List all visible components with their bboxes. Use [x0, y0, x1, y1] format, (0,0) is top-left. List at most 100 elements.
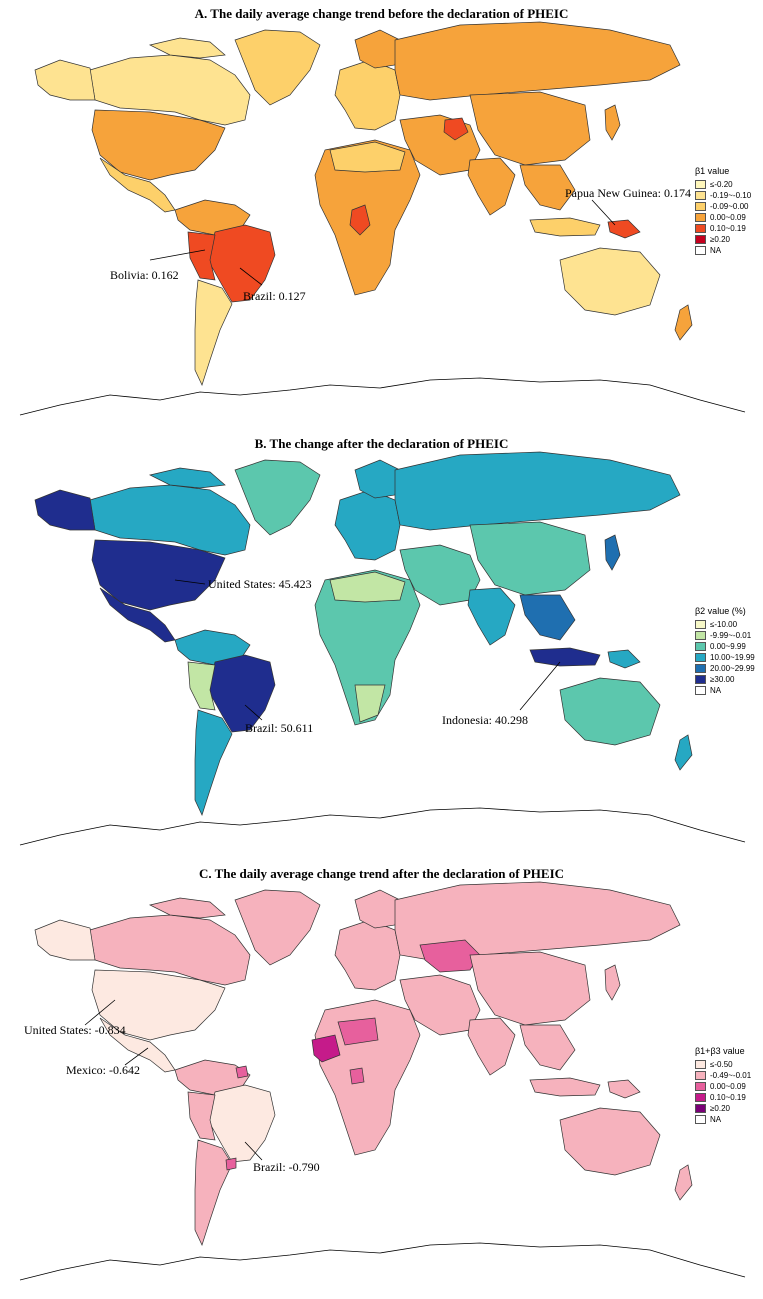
legend-title: β2 value (%) [695, 606, 746, 616]
legend-swatch [695, 180, 706, 189]
arctic-islands [148, 897, 226, 919]
mexico [99, 587, 176, 643]
legend-label: -9.99~-0.01 [710, 631, 752, 640]
papua-new-guinea [607, 1079, 641, 1099]
legend-entry: -9.99~-0.01 [695, 630, 755, 641]
australia [559, 247, 661, 316]
legend-swatch [695, 1104, 706, 1113]
callout-arrow-brazil [244, 704, 263, 721]
legend-label: 0.10~0.19 [710, 1093, 746, 1102]
callout-arrow-brazil [244, 1141, 263, 1161]
legend-label: 0.00~9.99 [710, 642, 746, 651]
legend-label: 0.00~0.09 [710, 213, 746, 222]
usa [91, 539, 226, 611]
uruguay [225, 1157, 237, 1171]
legend-entry: 0.10~0.19 [695, 223, 751, 234]
legend-swatch [695, 235, 706, 244]
legend-label: -0.09~0.00 [710, 202, 749, 211]
world-map-a [19, 21, 746, 416]
legend-label: 0.00~0.09 [710, 1082, 746, 1091]
europe [334, 489, 401, 561]
callout-papua-new-guinea: Papua New Guinea: 0.174 [565, 186, 691, 200]
legend-entry: ≥30.00 [695, 674, 755, 685]
russia [394, 21, 681, 101]
bolivia-peru [187, 231, 216, 281]
legend-entry: -0.19~-0.10 [695, 190, 751, 201]
russia [394, 881, 681, 961]
map-panel-c: C. The daily average change trend after … [0, 860, 763, 1299]
callout-brazil: Brazil: -0.790 [253, 1160, 320, 1174]
legend-swatch [695, 224, 706, 233]
brazil [207, 1084, 276, 1163]
legend-swatch [695, 664, 706, 673]
callout-arrow-mexico [124, 1047, 149, 1066]
central-africa [349, 204, 371, 236]
panel-title: B. The change after the declaration of P… [254, 436, 509, 451]
new-zealand [674, 304, 693, 341]
new-zealand [674, 1164, 693, 1201]
legend-swatch [695, 1060, 706, 1069]
map-panel-b: B. The change after the declaration of P… [0, 430, 763, 860]
legend-swatch [695, 1071, 706, 1080]
legend-title: β1+β3 value [695, 1046, 745, 1056]
legend-entry: 0.00~0.09 [695, 212, 751, 223]
greenland [234, 459, 321, 536]
legend-label: 20.00~29.99 [710, 664, 755, 673]
arctic-islands [148, 37, 226, 59]
legend-swatch [695, 631, 706, 640]
callout-arrow-indonesia [519, 661, 561, 711]
legend-entry: 0.10~0.19 [695, 1092, 751, 1103]
europe [334, 919, 401, 991]
map-panel-a: A. The daily average change trend before… [0, 0, 763, 430]
callout-indonesia: Indonesia: 40.298 [442, 713, 528, 727]
southern-cone [194, 279, 233, 386]
callout-united-states: United States: 45.423 [208, 577, 312, 591]
usa [91, 969, 226, 1041]
legend-b: β2 value (%) ≤-10.00 -9.99~-0.01 0.00~9.99… [695, 606, 755, 696]
africa [314, 569, 421, 726]
legend-swatch [695, 686, 706, 695]
north-africa [329, 571, 406, 603]
kazakhstan [419, 939, 481, 973]
legend-swatch [695, 1082, 706, 1091]
china [469, 521, 591, 596]
callout-arrow-usa [84, 999, 116, 1026]
callout-arrow-png [591, 199, 616, 226]
africa [314, 999, 421, 1156]
panel-title: C. The daily average change trend after … [198, 866, 565, 881]
callout-brazil: Brazil: 0.127 [243, 289, 306, 303]
mexico [99, 1017, 176, 1073]
scandinavia [354, 29, 401, 69]
world-map-c [19, 881, 746, 1281]
china [469, 951, 591, 1026]
legend-label: NA [710, 1115, 722, 1124]
legend-swatch [695, 675, 706, 684]
indonesia [529, 1077, 601, 1097]
west-africa [311, 1034, 341, 1063]
china [469, 91, 591, 166]
legend-entry: ≤-10.00 [695, 619, 755, 630]
greenland [234, 29, 321, 106]
legend-label: -0.49~-0.01 [710, 1071, 752, 1080]
legend-entry: 10.00~19.99 [695, 652, 755, 663]
greenland [234, 889, 321, 966]
japan [604, 964, 621, 1001]
legend-c: β1+β3 value ≤-0.50 -0.49~-0.01 0.00~0.09 0.… [695, 1046, 751, 1125]
guiana [235, 1065, 249, 1079]
legend-swatch [695, 620, 706, 629]
callout-mexico: Mexico: -0.642 [66, 1063, 140, 1077]
legend-entry: ≤-0.50 [695, 1059, 751, 1070]
legend-swatch [695, 1115, 706, 1124]
legend-label: 10.00~19.99 [710, 653, 755, 662]
legend-swatch [695, 1093, 706, 1102]
legend-label: ≥0.20 [710, 1104, 730, 1113]
indonesia [529, 647, 601, 667]
india [467, 587, 516, 646]
russia [394, 451, 681, 531]
legend-swatch [695, 191, 706, 200]
legend-entry: ≤-0.20 [695, 179, 751, 190]
callout-brazil: Brazil: 50.611 [245, 721, 314, 735]
callout-arrow-bolivia [149, 249, 206, 261]
papua-new-guinea [607, 219, 641, 239]
legend-entry: NA [695, 1114, 751, 1125]
